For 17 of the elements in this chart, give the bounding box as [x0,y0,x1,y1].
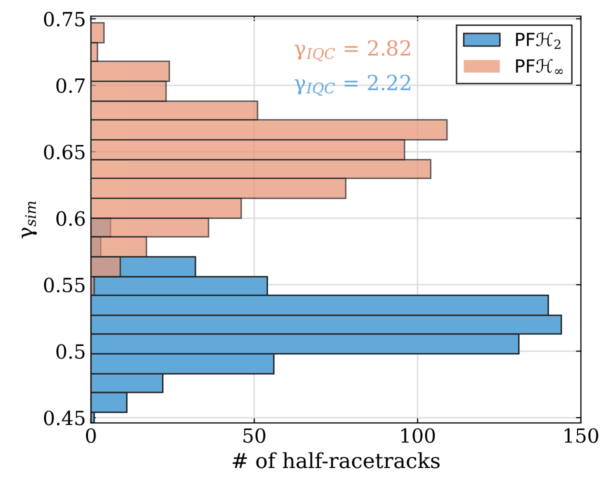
annotation: γ$_{IQC}$ = 2.82 [294,40,410,62]
y-axis-title: γ$_{sim}$ [22,202,37,238]
legend-label: PFℋ$_{2}$ [516,32,560,49]
x-tick-label: 50 [244,428,266,443]
x-tick-label: 100 [401,428,435,443]
y-tick-label: 0.6 [56,211,85,226]
x-tick-label: 150 [564,428,598,443]
annotation: γ$_{IQC}$ = 2.22 [294,74,410,96]
y-tick-label: 0.7 [56,78,85,93]
x-tick-label: 0 [86,428,96,443]
y-tick-label: 0.45 [44,410,85,426]
y-tick-label: 0.55 [44,278,85,292]
y-tick-label: 0.75 [44,12,85,26]
legend-label: PFℋ$_{∞}$ [516,59,563,74]
x-axis-title: # of half-racetracks [232,452,440,468]
y-tick-label: 0.5 [56,344,85,359]
y-tick-label: 0.65 [44,144,85,160]
